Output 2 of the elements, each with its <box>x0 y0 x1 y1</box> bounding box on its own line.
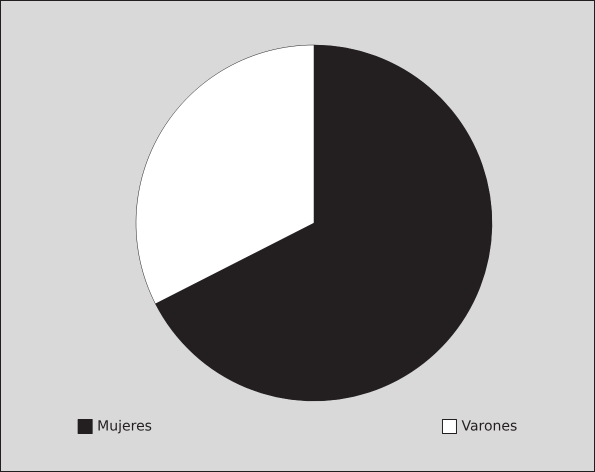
legend-label: Varones <box>461 418 518 434</box>
legend-label: Mujeres <box>97 418 152 434</box>
